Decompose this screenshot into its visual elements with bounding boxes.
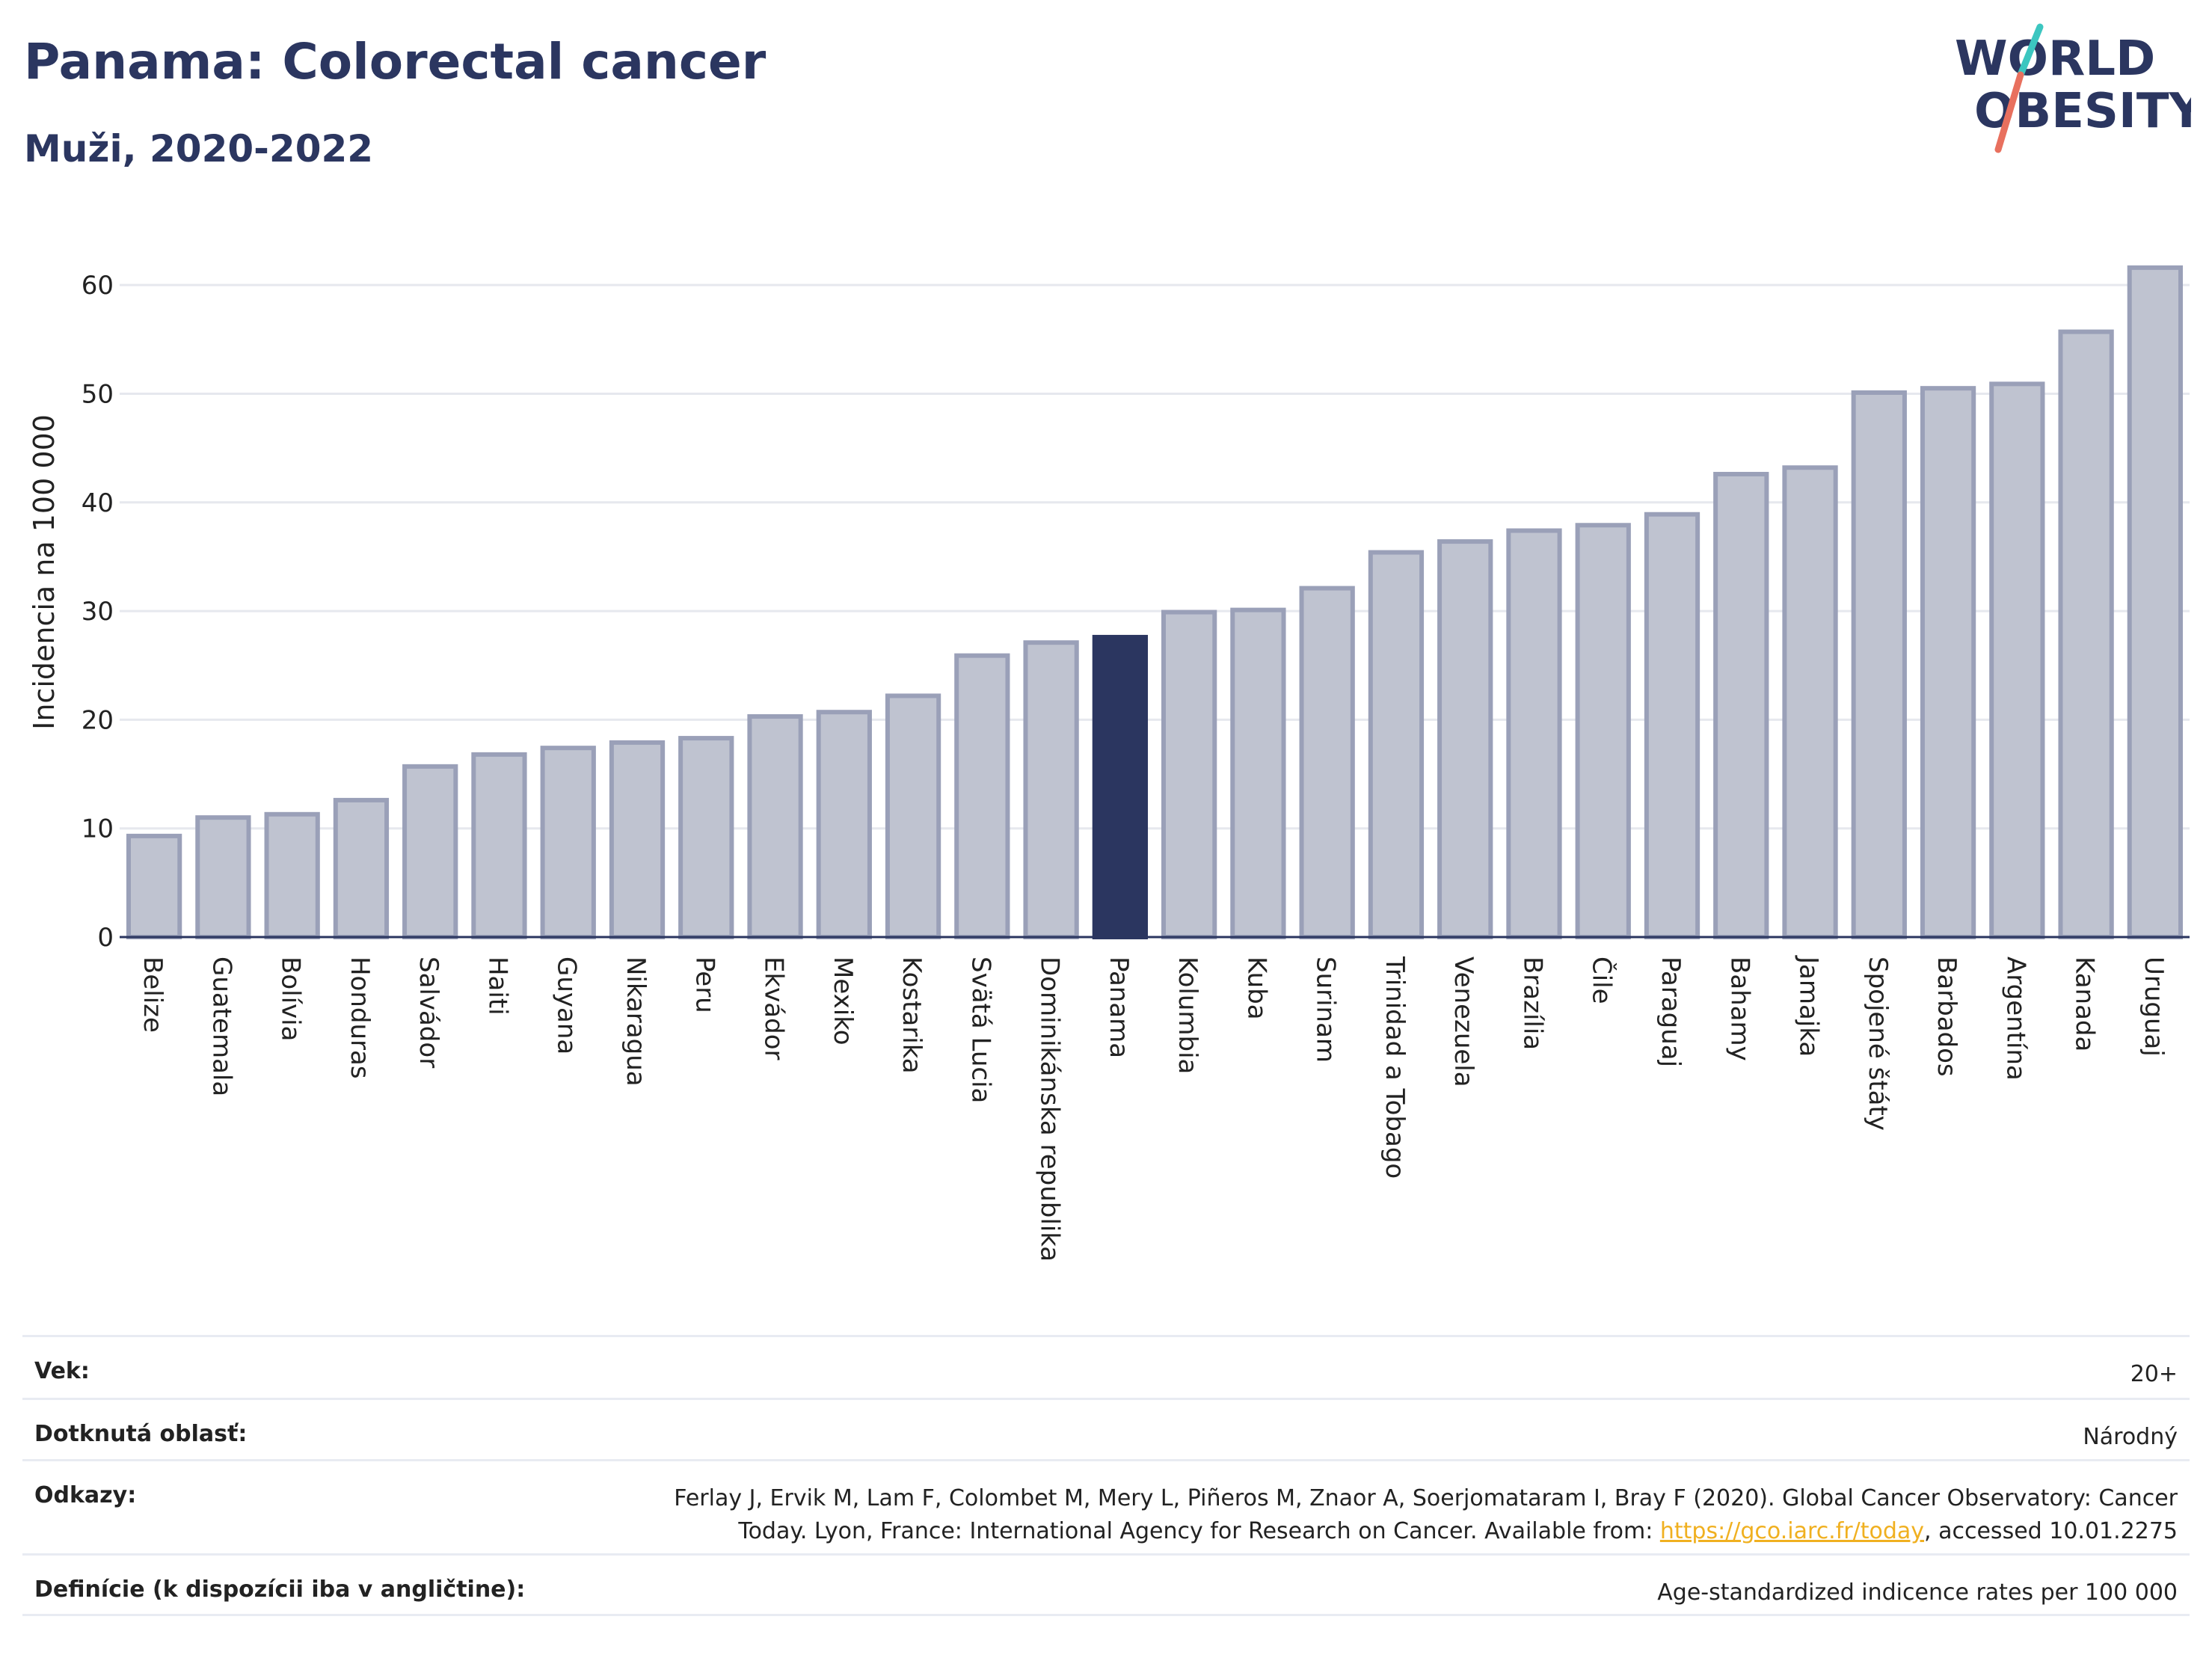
x-tick-label: Uruguaj xyxy=(2139,957,2169,1057)
logo-word-world: WORLD xyxy=(1955,31,2155,87)
bar xyxy=(1575,523,1631,939)
bar xyxy=(1368,550,1425,939)
bar xyxy=(1506,528,1562,939)
bar xyxy=(2127,265,2184,939)
y-tick-label: 20 xyxy=(82,705,114,735)
definitions-value: Age-standardized indicence rates per 100… xyxy=(1657,1579,2178,1606)
y-tick-label: 50 xyxy=(82,379,114,409)
x-tick-label: Jamajka xyxy=(1794,955,1824,1057)
info-row-definitions: Definície (k dispozícii iba v angličtine… xyxy=(22,1553,2190,1616)
bar xyxy=(1989,381,2045,939)
info-table: Vek: 20+ Dotknutá oblasť: Národný Odkazy… xyxy=(22,1335,2190,1616)
bar xyxy=(954,653,1010,939)
x-tick-label: Guyana xyxy=(552,957,582,1054)
references-label: Odkazy: xyxy=(34,1482,137,1508)
bar xyxy=(2058,329,2114,939)
x-tick-label: Panama xyxy=(1104,957,1134,1058)
x-tick-label: Spojené štáty xyxy=(1863,957,1893,1131)
x-tick-label: Salvádor xyxy=(414,957,443,1068)
x-tick-label: Honduras xyxy=(345,957,375,1079)
x-tick-label: Argentína xyxy=(2000,957,2030,1081)
x-tick-label: Venezuela xyxy=(1448,957,1478,1087)
bar xyxy=(1851,390,1907,939)
y-tick-label: 0 xyxy=(97,923,114,953)
x-tick-label: Kolumbia xyxy=(1173,957,1202,1074)
info-row-age: Vek: 20+ xyxy=(22,1335,2190,1398)
references-value: Ferlay J, Ervik M, Lam F, Colombet M, Me… xyxy=(674,1482,2178,1548)
x-tick-label: Mexiko xyxy=(828,957,858,1045)
bar xyxy=(1299,586,1355,939)
bar-highlight xyxy=(1092,634,1149,939)
y-tick-label: 40 xyxy=(82,488,114,518)
references-line-2-pre: Today. Lyon, France: International Agenc… xyxy=(738,1518,1660,1544)
references-line-2-post: , accessed 10.01.2275 xyxy=(1924,1518,2178,1544)
bar xyxy=(402,764,458,939)
y-tick-label: 30 xyxy=(82,597,114,627)
page-title: Panama: Colorectal cancer xyxy=(24,33,766,90)
x-tick-label: Trinidad a Tobago xyxy=(1380,956,1410,1179)
area-value: Národný xyxy=(2083,1424,2178,1450)
y-tick-label: 60 xyxy=(82,271,114,301)
bar xyxy=(1713,471,1769,939)
bar xyxy=(1161,610,1217,939)
info-row-area: Dotknutá oblasť: Národný xyxy=(22,1398,2190,1459)
bar xyxy=(126,833,182,939)
x-tick-label: Belize xyxy=(138,957,168,1033)
x-tick-label: Bolívia xyxy=(276,957,306,1041)
x-tick-label: Dominikánska republika xyxy=(1035,957,1065,1262)
info-row-references: Odkazy: Ferlay J, Ervik M, Lam F, Colomb… xyxy=(22,1459,2190,1553)
x-tick-label: Kuba xyxy=(1241,957,1271,1020)
bar xyxy=(264,811,320,939)
x-tick-label: Nikaragua xyxy=(621,957,651,1087)
area-label: Dotknutá oblasť: xyxy=(34,1421,248,1447)
logo-slash-red xyxy=(1994,71,2024,153)
bar xyxy=(609,740,666,939)
age-label: Vek: xyxy=(34,1358,90,1384)
world-obesity-logo: WORLD OBESITY xyxy=(1955,23,2191,153)
gridlines xyxy=(120,283,2190,830)
bar xyxy=(816,710,872,939)
references-link[interactable]: https://gco.iarc.fr/today xyxy=(1659,1518,1925,1544)
logo-slash-teal xyxy=(2017,23,2044,79)
definitions-label: Definície (k dispozícii iba v angličtine… xyxy=(34,1576,526,1603)
x-tick-label: Paraguaj xyxy=(1656,957,1686,1067)
y-tick-label: 10 xyxy=(82,814,114,844)
bar xyxy=(471,752,527,939)
x-tick-label: Surinam xyxy=(1311,957,1341,1063)
x-tick-label: Peru xyxy=(689,957,719,1013)
bar xyxy=(1023,640,1079,939)
x-tick-label: Svätá Lucia xyxy=(965,957,995,1103)
x-tick-label: Kanada xyxy=(2070,957,2100,1051)
x-tick-label: Čile xyxy=(1587,957,1617,1004)
bar xyxy=(1920,386,1976,939)
x-tick-label: Kostarika xyxy=(897,957,927,1074)
x-tick-label: Ekvádor xyxy=(759,957,789,1060)
bars xyxy=(126,265,2184,939)
references-line-1: Ferlay J, Ervik M, Lam F, Colombet M, Me… xyxy=(674,1485,2178,1511)
bar xyxy=(540,746,596,939)
x-tick-label: Haiti xyxy=(482,957,512,1016)
bar xyxy=(678,736,734,939)
x-tick-label: Barbados xyxy=(1932,957,1961,1077)
bar-chart: 0 10 20 30 40 50 60 Belize Guatemala Bolívia Hondu… xyxy=(28,265,2190,1262)
x-tick-label: Guatemala xyxy=(206,957,236,1096)
bar xyxy=(195,815,251,939)
bar xyxy=(1782,465,1838,939)
x-tick-label: Bahamy xyxy=(1724,957,1754,1061)
bar xyxy=(885,693,941,939)
bar xyxy=(1644,512,1701,939)
bar xyxy=(333,797,390,939)
axes: 0 10 20 30 40 50 60 Belize Guatemala Bolívia Hondu… xyxy=(82,271,2190,1262)
bar xyxy=(747,714,803,939)
bar xyxy=(1437,539,1493,939)
page-subtitle: Muži, 2020-2022 xyxy=(24,127,374,171)
bar xyxy=(1230,607,1286,939)
x-tick-label: Brazília xyxy=(1517,957,1547,1050)
y-axis-label: Incidencia na 100 000 xyxy=(28,414,61,730)
age-value: 20+ xyxy=(2130,1361,2178,1387)
